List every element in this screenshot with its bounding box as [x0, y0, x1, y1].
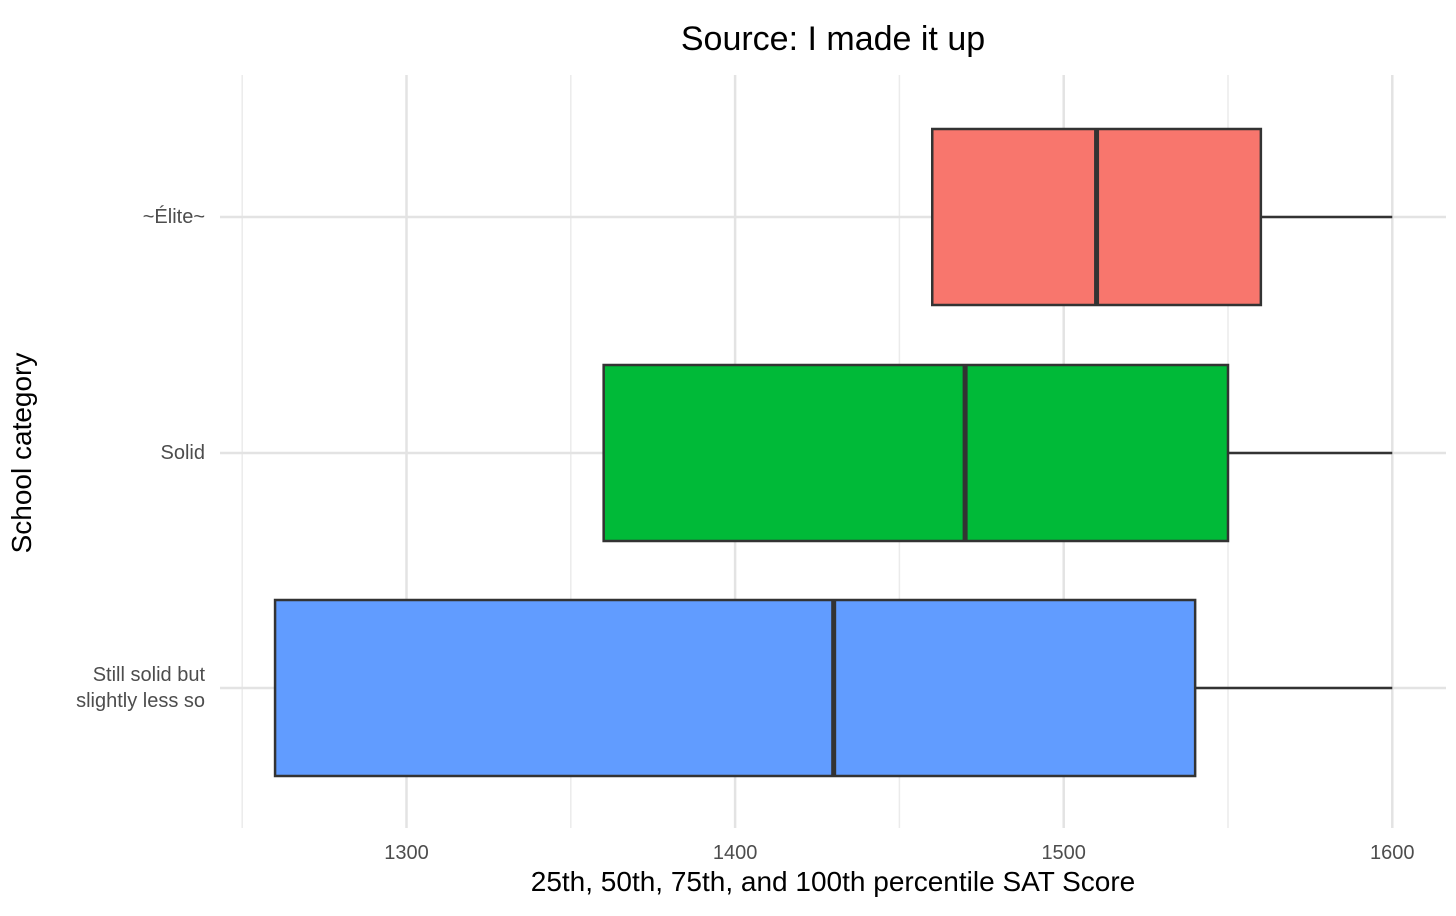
boxes	[273, 127, 1393, 778]
y-tick-label: ~Élite~	[142, 206, 205, 228]
box-body	[273, 598, 1197, 778]
box-body	[602, 363, 1230, 543]
x-tick-label: 1500	[1041, 842, 1086, 864]
y-axis-title: School category	[6, 352, 37, 554]
box-2	[273, 598, 1393, 778]
x-tick-label: 1400	[712, 842, 758, 864]
box-1	[602, 363, 1393, 543]
x-axis-title: 25th, 50th, 75th, and 100th percentile S…	[530, 866, 1136, 897]
x-tick-label: 1300	[384, 842, 429, 864]
y-tick-label: Solid	[160, 442, 205, 464]
y-tick-label: Still solid but slightly less so	[76, 664, 205, 712]
chart-title: Source: I made it up	[680, 20, 986, 58]
box-0	[931, 127, 1393, 307]
x-tick-label: 1600	[1370, 842, 1415, 864]
